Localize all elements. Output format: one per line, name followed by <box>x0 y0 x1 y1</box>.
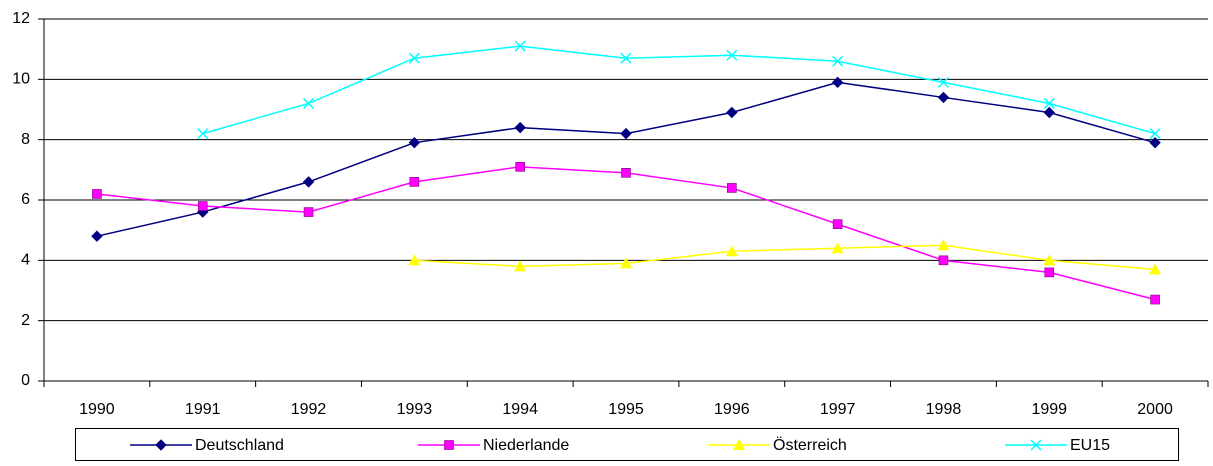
data-point <box>1150 294 1160 305</box>
data-point <box>620 127 632 140</box>
data-point <box>1043 254 1056 266</box>
y-tick-label: 12 <box>12 10 30 27</box>
data-point <box>302 176 315 188</box>
series-line <box>202 45 1156 135</box>
data-point <box>831 242 844 254</box>
x-tick-label: 1994 <box>502 401 538 418</box>
data-point <box>1149 263 1162 275</box>
x-tick-label: 1992 <box>291 401 327 418</box>
legend-marker <box>155 439 167 451</box>
data-point <box>1043 97 1055 109</box>
data-point <box>620 52 632 64</box>
legend-marker <box>1030 439 1042 451</box>
x-tick-label: 1993 <box>397 401 433 418</box>
data-point <box>1149 136 1161 149</box>
legend-marker <box>733 439 745 450</box>
data-point <box>937 91 950 104</box>
x-tick-label: 1990 <box>79 401 115 418</box>
data-point <box>514 40 526 52</box>
data-point <box>409 177 420 187</box>
y-tick-label: 2 <box>21 312 30 329</box>
data-point <box>197 128 209 140</box>
x-tick-label: 1997 <box>820 401 856 418</box>
data-point <box>937 76 949 88</box>
x-tick-label: 2000 <box>1137 401 1173 418</box>
data-point <box>408 52 420 64</box>
legend-label: Niederlande <box>483 437 569 454</box>
data-point <box>1044 267 1055 278</box>
data-point <box>727 183 737 193</box>
series-line <box>96 81 1156 237</box>
data-point <box>832 219 843 229</box>
y-tick-label: 8 <box>21 131 30 148</box>
y-tick-label: 4 <box>21 252 30 269</box>
x-tick-label: 1998 <box>926 401 962 418</box>
legend-label: Österreich <box>773 436 847 454</box>
data-point <box>303 207 314 217</box>
data-point <box>515 162 525 172</box>
data-point <box>514 121 526 134</box>
data-point <box>938 255 949 266</box>
data-point <box>1043 106 1055 119</box>
data-point <box>725 245 738 257</box>
legend-label: EU15 <box>1070 437 1110 454</box>
data-point <box>937 239 950 251</box>
data-point <box>197 201 208 211</box>
data-point <box>832 55 844 67</box>
x-tick-label: 1991 <box>185 401 221 418</box>
data-point <box>621 168 631 178</box>
legend-marker <box>444 440 454 450</box>
data-point <box>831 76 844 89</box>
data-point <box>726 106 738 119</box>
series-line <box>414 244 1156 271</box>
data-point <box>514 260 527 272</box>
x-tick-label: 1996 <box>714 401 750 418</box>
y-tick-label: 6 <box>21 191 30 208</box>
series-line <box>96 166 1156 301</box>
x-tick-label: 1995 <box>608 401 644 418</box>
data-point <box>1149 128 1161 140</box>
x-tick-label: 1999 <box>1031 401 1067 418</box>
y-tick-label: 10 <box>12 71 30 88</box>
data-point <box>408 136 421 149</box>
data-point <box>303 97 315 109</box>
legend-label: Deutschland <box>195 437 284 454</box>
data-point <box>620 257 632 269</box>
data-point <box>92 189 102 199</box>
y-tick-label: 0 <box>21 372 30 389</box>
data-point <box>408 254 421 266</box>
data-point <box>91 230 103 242</box>
data-point <box>726 49 738 61</box>
